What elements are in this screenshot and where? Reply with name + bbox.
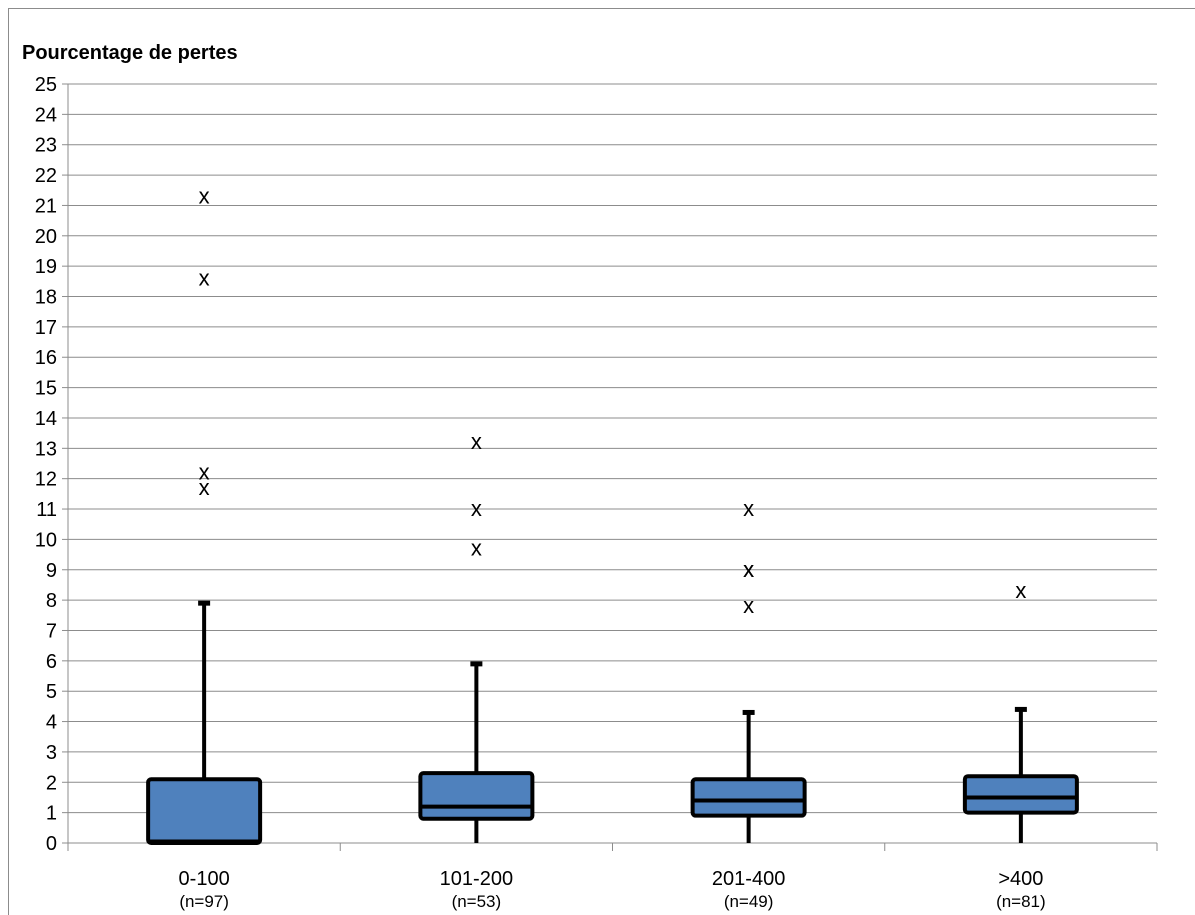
x-category-count: (n=81) xyxy=(996,892,1046,911)
x-category-count: (n=97) xyxy=(179,892,229,911)
y-tick-label: 17 xyxy=(35,317,57,339)
y-tick-label: 22 xyxy=(35,165,57,187)
outlier-marker: x xyxy=(471,496,482,521)
outlier-marker: x xyxy=(743,593,754,618)
outlier-marker: x xyxy=(199,475,210,500)
y-tick-label: 11 xyxy=(36,499,57,521)
y-tick-label: 7 xyxy=(46,620,57,642)
box->400: x xyxy=(962,578,1079,843)
x-category-count: (n=49) xyxy=(724,892,774,911)
y-tick-label: 15 xyxy=(35,378,57,400)
y-tick-label: 8 xyxy=(46,590,57,612)
x-category-label: >400 xyxy=(998,868,1043,890)
y-tick-label: 24 xyxy=(35,104,57,126)
y-tick-label: 21 xyxy=(35,195,57,217)
box-rect xyxy=(962,774,1079,815)
y-tick-label: 5 xyxy=(46,681,57,703)
x-category-count: (n=53) xyxy=(452,892,502,911)
y-tick-label: 3 xyxy=(46,742,57,764)
outlier-marker: x xyxy=(199,265,210,290)
y-tick-label: 10 xyxy=(35,529,57,551)
y-tick-label: 2 xyxy=(46,772,57,794)
outlier-marker: x xyxy=(1015,578,1026,603)
y-tick-label: 6 xyxy=(46,651,57,673)
y-tick-label: 12 xyxy=(35,469,57,491)
outlier-marker: x xyxy=(471,536,482,561)
y-tick-label: 19 xyxy=(35,256,57,278)
box-rect xyxy=(690,777,807,818)
outlier-marker: x xyxy=(199,183,210,208)
chart-frame xyxy=(8,8,1195,915)
y-tick-label: 16 xyxy=(35,347,57,369)
outlier-marker: x xyxy=(743,557,754,582)
box-101-200: xxx xyxy=(418,429,535,843)
box-rect xyxy=(146,777,263,846)
outlier-marker: x xyxy=(471,429,482,454)
x-category-label: 0-100 xyxy=(179,868,230,890)
y-tick-label: 1 xyxy=(46,803,57,825)
box-rect xyxy=(418,771,535,821)
gridlines xyxy=(68,83,1157,814)
y-tick-label: 4 xyxy=(46,712,57,734)
y-tick-label: 0 xyxy=(46,833,57,855)
y-tick-label: 9 xyxy=(46,560,57,582)
x-axis-labels: 0-100 (n=97) 101-200 (n=53) 201-400 (n=49) >40… xyxy=(179,868,1046,911)
x-category-label: 101-200 xyxy=(440,868,513,890)
axes xyxy=(62,84,1158,851)
chart-title: Pourcentage de pertes xyxy=(22,42,238,64)
outlier-marker: x xyxy=(199,460,210,485)
y-tick-label: 18 xyxy=(35,287,57,309)
outlier-marker: x xyxy=(743,496,754,521)
y-tick-label: 25 xyxy=(35,74,57,96)
x-category-label: 201-400 xyxy=(712,868,785,890)
y-tick-label: 14 xyxy=(35,408,57,430)
y-tick-label: 23 xyxy=(35,135,57,157)
y-tick-label: 13 xyxy=(35,438,57,460)
y-axis-ticks: 0123456789101112131415161718192021222324… xyxy=(35,74,68,855)
outlier-marker: x xyxy=(743,557,754,582)
y-tick-label: 20 xyxy=(35,226,57,248)
